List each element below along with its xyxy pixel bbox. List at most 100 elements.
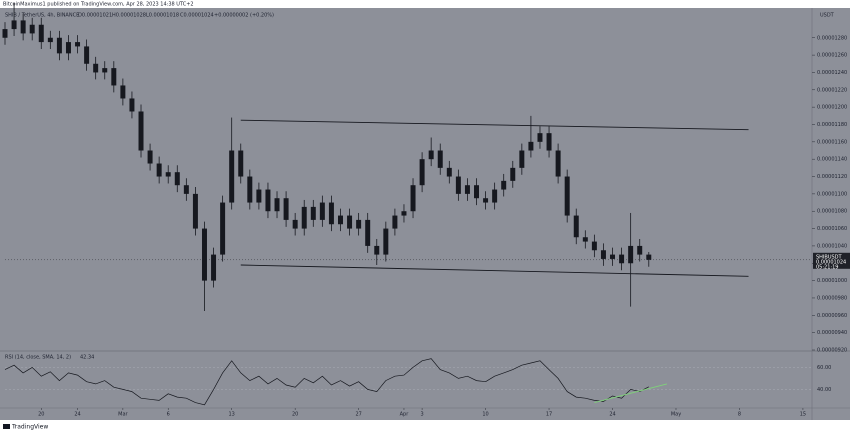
candle-body <box>628 245 634 264</box>
candle-body <box>437 150 443 168</box>
candle-body <box>147 150 153 164</box>
candle-body <box>310 206 316 220</box>
x-tick-label: 24 <box>609 412 615 418</box>
y-tick-label: 0.00001280 <box>817 35 847 41</box>
candle-body <box>528 141 534 151</box>
candle-body <box>256 189 262 203</box>
candle-body <box>111 68 117 86</box>
y-tick-label: 0.00000960 <box>817 313 847 319</box>
candle-body <box>347 215 353 229</box>
y-tick-label: 0.00001220 <box>817 87 847 93</box>
candle-body <box>229 150 235 203</box>
candle-body <box>383 228 389 255</box>
candle-body <box>220 202 226 255</box>
y-tick-label: 0.00001240 <box>817 70 847 76</box>
channel-line <box>240 119 749 131</box>
x-tick-label: 10 <box>482 412 488 418</box>
symbol: SHIB / TetherUS, 4h, BINANCE <box>5 13 79 19</box>
candle-body <box>283 198 289 220</box>
candle-body <box>555 150 561 177</box>
candle-body <box>301 206 307 229</box>
candle-body <box>356 219 362 229</box>
rsi-tick-label: 60.00 <box>817 365 831 371</box>
candle-body <box>129 98 135 112</box>
candle-body <box>419 159 425 186</box>
x-tick-label: 8 <box>738 412 741 418</box>
x-tick-label: 20 <box>38 412 44 418</box>
rsi-line <box>4 358 649 406</box>
ohlc-low: L0.00001018 <box>146 13 179 19</box>
candle-body <box>138 111 144 151</box>
footer: TradingView <box>11 424 48 431</box>
candle-body <box>238 150 244 177</box>
candle-body <box>93 63 99 73</box>
candle-body <box>201 228 207 281</box>
chart-background <box>0 8 850 420</box>
y-tick-label: 0.00000940 <box>817 330 847 336</box>
candle-body <box>211 254 217 281</box>
y-tick-label: 0.00001080 <box>817 209 847 215</box>
x-tick-label: 27 <box>355 412 361 418</box>
candle-body <box>120 85 126 99</box>
candle-body <box>546 133 552 151</box>
x-tick-label: Mar <box>118 412 128 418</box>
candle-body <box>56 37 62 54</box>
candle-body <box>183 185 189 194</box>
candle-body <box>573 215 579 238</box>
price-tag-symbol: SHIBUSDT <box>816 254 843 260</box>
ohlc-change: +0.00000002 (+0.20%) <box>214 13 274 19</box>
y-tick-label: 0.00001180 <box>817 122 847 128</box>
candle-body <box>564 176 570 216</box>
rsi-label: RSI (14, close, SMA, 14, 2) <box>5 355 71 361</box>
candle-body <box>247 176 253 203</box>
x-tick-label: 13 <box>228 412 234 418</box>
candle-body <box>65 42 71 54</box>
candle-body <box>75 42 81 47</box>
rsi-trendline <box>594 383 668 404</box>
y-tick-label: 0.00001140 <box>817 157 847 163</box>
candle-body <box>38 24 44 43</box>
candle-body <box>455 176 461 194</box>
candle-body <box>319 202 325 220</box>
y-tick-label: 0.00001000 <box>817 278 847 284</box>
candle-body <box>619 254 625 264</box>
candle-body <box>374 245 380 255</box>
y-tick-label: 0.00001260 <box>817 53 847 59</box>
candle-body <box>29 24 35 34</box>
x-tick-label: 15 <box>800 412 806 418</box>
candle-body <box>338 215 343 225</box>
x-tick-label: May <box>671 412 681 418</box>
channel-line <box>240 264 749 277</box>
candle-body <box>591 241 597 251</box>
rsi-tick-label: 40.00 <box>817 387 831 393</box>
y-tick-label: 0.00001040 <box>817 243 847 249</box>
candle-body <box>265 189 271 212</box>
y-tick-label: 0.00001200 <box>817 105 847 111</box>
candle-body <box>365 219 371 246</box>
ohlc-close: C0.00001024 <box>180 13 214 19</box>
candle-body <box>292 219 298 229</box>
candle-body <box>20 20 26 34</box>
logo <box>3 424 10 429</box>
publisher: BitcoinMaximus1 published on TradingView… <box>3 2 194 8</box>
price-tag-box <box>813 252 850 269</box>
candle-body <box>328 202 334 225</box>
candle-body <box>537 133 543 142</box>
candle-body <box>102 68 108 73</box>
candle-body <box>174 172 180 186</box>
x-tick-label: 17 <box>546 412 552 418</box>
x-tick-label: 3 <box>421 412 424 418</box>
candle-body <box>446 167 452 177</box>
x-tick-label: Apr <box>400 412 410 418</box>
candle-body <box>483 198 489 203</box>
candle-body <box>2 29 8 38</box>
candle-body <box>428 150 434 160</box>
candle-body <box>464 185 470 194</box>
candle-body <box>637 245 643 255</box>
candle-body <box>156 163 162 177</box>
x-tick-label: 24 <box>74 412 80 418</box>
candle-body <box>582 237 588 242</box>
y-tick-label: 0.00001160 <box>817 139 847 145</box>
